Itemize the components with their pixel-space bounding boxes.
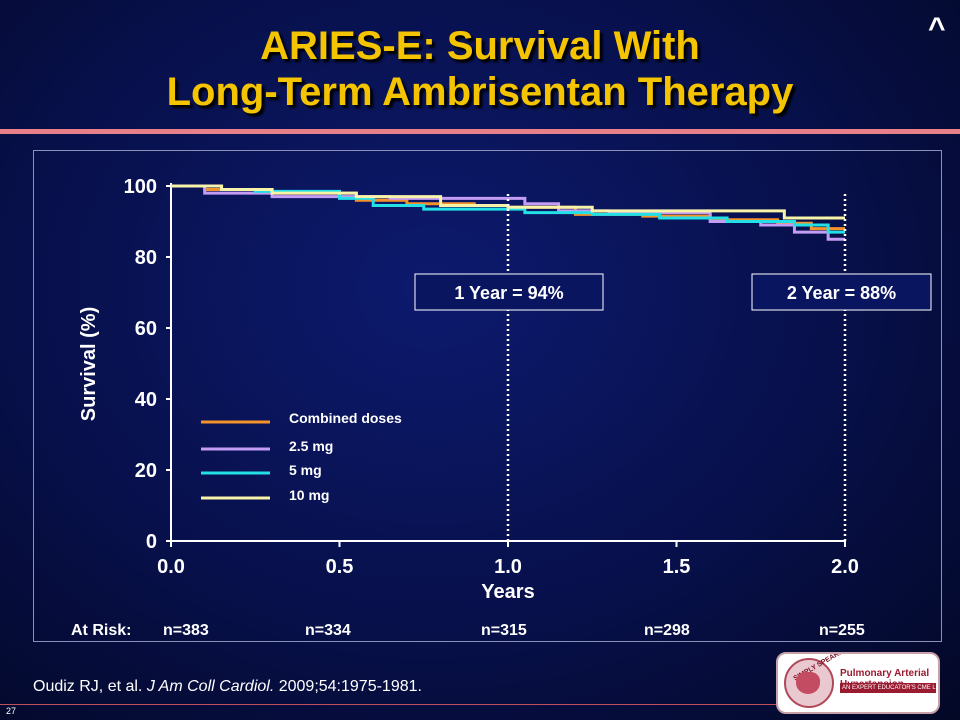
slide-title-line2: Long-Term Ambrisentan Therapy bbox=[166, 70, 794, 114]
legend-label: 10 mg bbox=[289, 487, 329, 503]
y-tick-label: 40 bbox=[135, 389, 157, 411]
slide-title-line1: ARIES-E: Survival With bbox=[260, 24, 700, 68]
series-line bbox=[171, 184, 845, 220]
x-axis-label: Years bbox=[481, 581, 534, 603]
citation-journal: J Am Coll Cardiol. bbox=[146, 678, 275, 695]
annotation-label: 1 Year = 94% bbox=[454, 283, 563, 303]
logo-bar bbox=[840, 683, 936, 693]
footer-divider bbox=[0, 704, 778, 705]
annotation-box bbox=[414, 273, 604, 311]
y-tick-label: 60 bbox=[135, 318, 157, 340]
citation: Oudiz RJ, et al. J Am Coll Cardiol. 2009… bbox=[33, 678, 422, 696]
x-tick-label: 0.0 bbox=[157, 556, 185, 578]
at-risk-value: n=298 bbox=[644, 622, 690, 639]
survival-chart: 0 20 40 60 80 100 0.0 0.5 1.0 1.5 2.0 Years Survival… bbox=[71, 176, 932, 639]
at-risk-value: n=255 bbox=[819, 622, 865, 639]
x-tick-label: 2.0 bbox=[831, 556, 859, 578]
title-divider bbox=[0, 129, 960, 134]
y-tick-label: 100 bbox=[124, 176, 157, 198]
legend-label: Combined doses bbox=[289, 410, 402, 426]
annotation-box bbox=[751, 273, 932, 311]
x-tick-label: 0.5 bbox=[326, 556, 354, 578]
lungs-icon bbox=[796, 672, 820, 694]
at-risk-label: At Risk: bbox=[71, 622, 131, 639]
y-axis-label: Survival (%) bbox=[78, 307, 100, 421]
y-tick-label: 80 bbox=[135, 247, 157, 269]
x-tick-label: 1.0 bbox=[494, 556, 522, 578]
chart-frame: 0 20 40 60 80 100 0.0 0.5 1.0 1.5 2.0 Years Survival… bbox=[33, 150, 942, 642]
citation-details: 2009;54:1975-1981. bbox=[278, 678, 422, 695]
x-tick-label: 1.5 bbox=[663, 556, 691, 578]
at-risk-value: n=334 bbox=[305, 622, 351, 639]
at-risk-value: n=383 bbox=[163, 622, 209, 639]
legend-label: 2.5 mg bbox=[289, 438, 333, 454]
y-tick-label: 0 bbox=[146, 531, 157, 553]
slide-number: 27 bbox=[6, 706, 17, 716]
citation-authors: Oudiz RJ, et al. bbox=[33, 678, 143, 695]
at-risk-value: n=315 bbox=[481, 622, 527, 639]
annotation-label: 2 Year = 88% bbox=[787, 283, 896, 303]
series-line bbox=[171, 184, 845, 234]
legend-label: 5 mg bbox=[289, 462, 322, 478]
logo-line2: AN EXPERT EDUCATOR'S CME LECTURE SERIES bbox=[842, 685, 940, 691]
simply-speaking-logo: SIMPLY SPEAKING Pulmonary Arterial Hyper… bbox=[776, 652, 940, 714]
caret-up-icon[interactable]: ^ bbox=[928, 12, 946, 45]
y-tick-label: 20 bbox=[135, 460, 157, 482]
